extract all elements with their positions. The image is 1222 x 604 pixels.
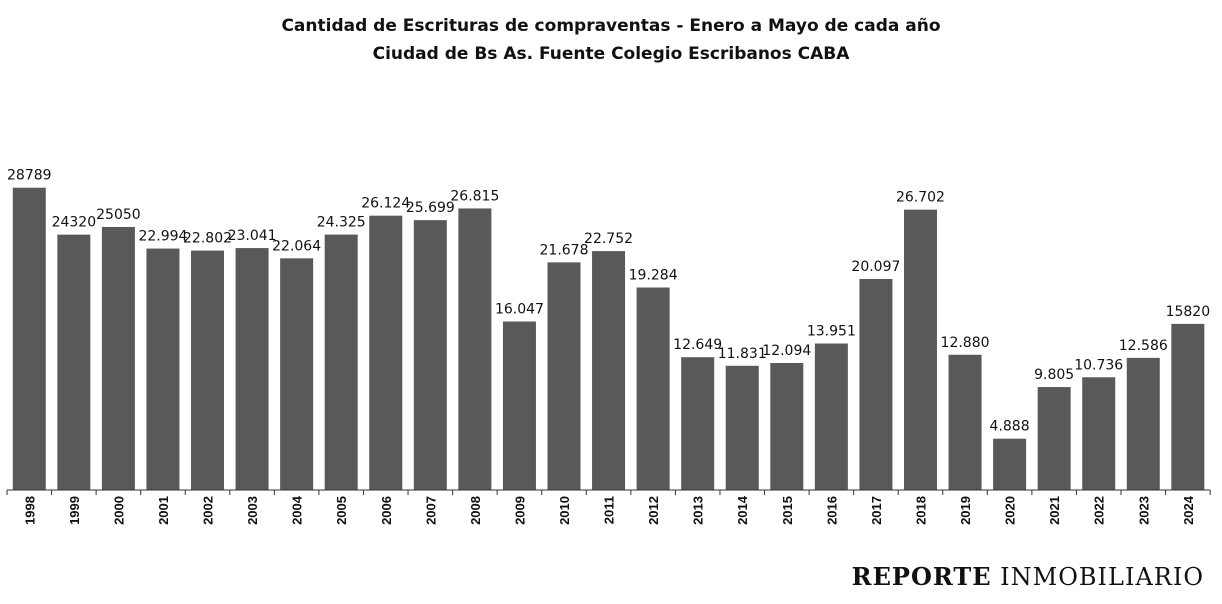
data-label-1999: 24320 bbox=[52, 215, 97, 231]
x-tick-label-2010: 2010 bbox=[557, 496, 572, 525]
x-tick-label-2024: 2024 bbox=[1181, 495, 1196, 525]
data-label-2019: 12.880 bbox=[941, 335, 990, 351]
x-tick-label-2006: 2006 bbox=[379, 496, 394, 525]
bar-2015 bbox=[770, 363, 804, 490]
data-label-2012: 19.284 bbox=[629, 268, 678, 284]
x-tick-label-2004: 2004 bbox=[290, 495, 305, 525]
x-tick-label-2016: 2016 bbox=[824, 496, 839, 525]
data-label-2015: 12.094 bbox=[762, 343, 811, 359]
x-tick-label-2011: 2011 bbox=[602, 496, 617, 524]
bar-2019 bbox=[948, 354, 982, 490]
data-label-2021: 9.805 bbox=[1034, 367, 1074, 383]
watermark-regular: INMOBILIARIO bbox=[1000, 563, 1204, 591]
bar-2006 bbox=[369, 215, 403, 490]
x-tick-label-2015: 2015 bbox=[780, 496, 795, 525]
x-tick-label-2002: 2002 bbox=[201, 496, 216, 525]
data-label-2013: 12.649 bbox=[673, 337, 722, 353]
data-label-2020: 4.888 bbox=[990, 419, 1030, 435]
data-label-2014: 11.831 bbox=[718, 346, 767, 362]
x-tick-label-2022: 2022 bbox=[1092, 496, 1107, 525]
data-label-2000: 25050 bbox=[96, 207, 141, 223]
x-tick-label-2009: 2009 bbox=[512, 496, 527, 525]
data-label-2003: 23.041 bbox=[228, 228, 277, 244]
x-tick-label-2019: 2019 bbox=[958, 496, 973, 525]
bar-2023 bbox=[1126, 357, 1160, 490]
bar-2010 bbox=[547, 262, 581, 490]
x-tick-label-2023: 2023 bbox=[1136, 496, 1151, 525]
data-label-2002: 22.802 bbox=[183, 231, 232, 247]
data-label-2016: 13.951 bbox=[807, 324, 856, 340]
bar-2014 bbox=[725, 365, 759, 490]
bar-2021 bbox=[1037, 387, 1071, 490]
data-label-2008: 26.815 bbox=[450, 188, 499, 204]
data-label-2007: 25.699 bbox=[406, 200, 455, 216]
bar-2020 bbox=[993, 438, 1027, 490]
bar-2013 bbox=[681, 357, 715, 490]
data-label-2011: 22.752 bbox=[584, 231, 633, 247]
x-tick-label-2007: 2007 bbox=[423, 496, 438, 525]
bar-2007 bbox=[413, 220, 447, 490]
x-tick-label-2014: 2014 bbox=[735, 495, 750, 525]
x-tick-label-2013: 2013 bbox=[691, 496, 706, 525]
bar-2018 bbox=[903, 209, 937, 490]
chart-title: Cantidad de Escrituras de compraventas -… bbox=[281, 16, 941, 36]
bar-2009 bbox=[502, 321, 536, 490]
x-tick-label-2020: 2020 bbox=[1003, 496, 1018, 525]
data-label-1998: 28789 bbox=[7, 168, 52, 184]
data-label-2010: 21.678 bbox=[540, 242, 589, 258]
data-label-2001: 22.994 bbox=[138, 229, 187, 245]
bar-2005 bbox=[324, 234, 358, 490]
bar-2001 bbox=[146, 248, 180, 490]
data-label-2004: 22.064 bbox=[272, 238, 321, 254]
data-label-2023: 12.586 bbox=[1119, 338, 1168, 354]
bar-1998 bbox=[12, 187, 46, 490]
x-tick-label-2001: 2001 bbox=[156, 496, 171, 525]
bar-2022 bbox=[1082, 377, 1116, 490]
x-tick-label-2000: 2000 bbox=[111, 496, 126, 525]
watermark-logo: REPORTE INMOBILIARIO bbox=[852, 562, 1204, 591]
data-label-2022: 10.736 bbox=[1074, 357, 1123, 373]
x-tick-label-2018: 2018 bbox=[913, 496, 928, 525]
bar-2004 bbox=[280, 258, 314, 490]
x-tick-label-2017: 2017 bbox=[869, 496, 884, 525]
x-tick-label-2005: 2005 bbox=[334, 496, 349, 525]
x-tick-label-1999: 1999 bbox=[67, 496, 82, 525]
x-tick-label-2008: 2008 bbox=[468, 496, 483, 525]
bar-2012 bbox=[636, 287, 670, 490]
bar-2002 bbox=[191, 250, 225, 490]
data-label-2009: 16.047 bbox=[495, 302, 544, 318]
bar-2000 bbox=[101, 226, 135, 490]
bar-2011 bbox=[592, 251, 626, 490]
x-tick-label-2021: 2021 bbox=[1047, 496, 1062, 525]
bar-2017 bbox=[859, 278, 893, 490]
data-label-2018: 26.702 bbox=[896, 190, 945, 206]
bar-2024 bbox=[1171, 323, 1205, 490]
data-label-2017: 20.097 bbox=[851, 259, 900, 275]
x-tick-label-2012: 2012 bbox=[646, 496, 661, 525]
x-tick-label-2003: 2003 bbox=[245, 496, 260, 525]
chart-subtitle: Ciudad de Bs As. Fuente Colegio Escriban… bbox=[372, 44, 850, 64]
bar-2003 bbox=[235, 248, 269, 490]
bar-1999 bbox=[57, 234, 91, 490]
data-label-2024: 15820 bbox=[1166, 304, 1211, 320]
data-label-2006: 26.124 bbox=[361, 196, 410, 212]
x-tick-label-1998: 1998 bbox=[22, 496, 37, 525]
watermark-bold: REPORTE bbox=[851, 562, 992, 591]
bar-2008 bbox=[458, 208, 492, 490]
bar-2016 bbox=[814, 343, 848, 490]
data-label-2005: 24.325 bbox=[317, 215, 366, 231]
